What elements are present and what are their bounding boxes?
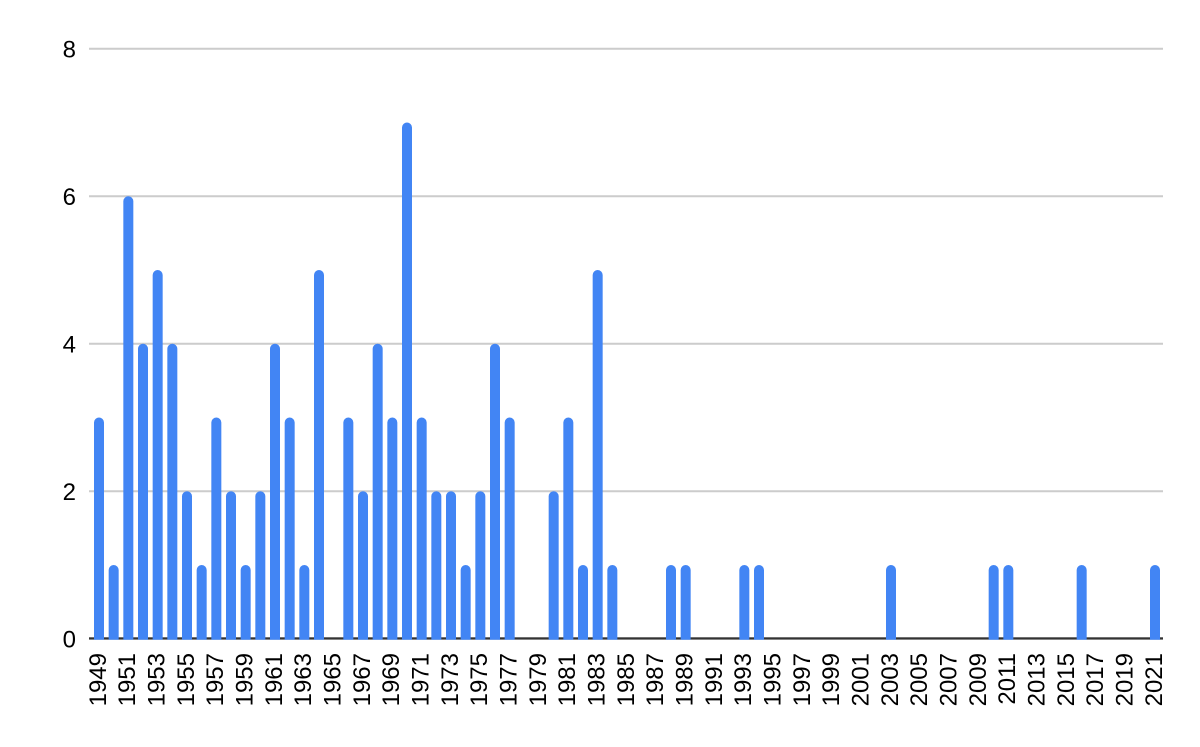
svg-text:2017: 2017	[1082, 653, 1109, 706]
svg-text:2009: 2009	[965, 653, 992, 706]
svg-text:2007: 2007	[935, 653, 962, 706]
svg-text:2011: 2011	[994, 653, 1021, 705]
svg-text:1955: 1955	[173, 653, 200, 706]
svg-text:1979: 1979	[525, 653, 552, 706]
svg-text:1951: 1951	[114, 653, 141, 706]
svg-text:1973: 1973	[437, 653, 464, 706]
svg-text:1977: 1977	[495, 653, 522, 706]
svg-text:1993: 1993	[730, 653, 757, 706]
svg-text:1965: 1965	[319, 653, 346, 706]
svg-text:1987: 1987	[642, 653, 669, 706]
svg-text:2001: 2001	[847, 653, 874, 706]
svg-text:1989: 1989	[671, 653, 698, 706]
svg-text:2021: 2021	[1141, 653, 1168, 706]
svg-text:1963: 1963	[290, 653, 317, 706]
svg-text:1953: 1953	[143, 653, 170, 706]
svg-text:2: 2	[63, 479, 76, 506]
svg-text:1995: 1995	[759, 653, 786, 706]
svg-text:1999: 1999	[818, 653, 845, 706]
svg-text:2015: 2015	[1053, 653, 1080, 706]
svg-text:1991: 1991	[701, 653, 728, 706]
svg-text:0: 0	[63, 626, 76, 653]
svg-text:2019: 2019	[1111, 653, 1138, 706]
svg-text:1975: 1975	[466, 653, 493, 706]
svg-text:1957: 1957	[202, 653, 229, 706]
svg-text:2003: 2003	[877, 653, 904, 706]
svg-text:1971: 1971	[407, 653, 434, 706]
svg-text:1985: 1985	[613, 653, 640, 706]
svg-text:6: 6	[63, 184, 76, 211]
svg-text:1997: 1997	[789, 653, 816, 706]
svg-text:1959: 1959	[231, 653, 258, 706]
svg-text:2013: 2013	[1023, 653, 1050, 706]
svg-text:4: 4	[63, 331, 76, 358]
svg-text:1969: 1969	[378, 653, 405, 706]
svg-text:1949: 1949	[85, 653, 112, 706]
svg-text:1981: 1981	[554, 653, 581, 706]
svg-text:1967: 1967	[349, 653, 376, 706]
svg-text:1983: 1983	[583, 653, 610, 706]
svg-text:2005: 2005	[906, 653, 933, 706]
svg-text:8: 8	[63, 36, 76, 63]
svg-text:1961: 1961	[261, 653, 288, 706]
